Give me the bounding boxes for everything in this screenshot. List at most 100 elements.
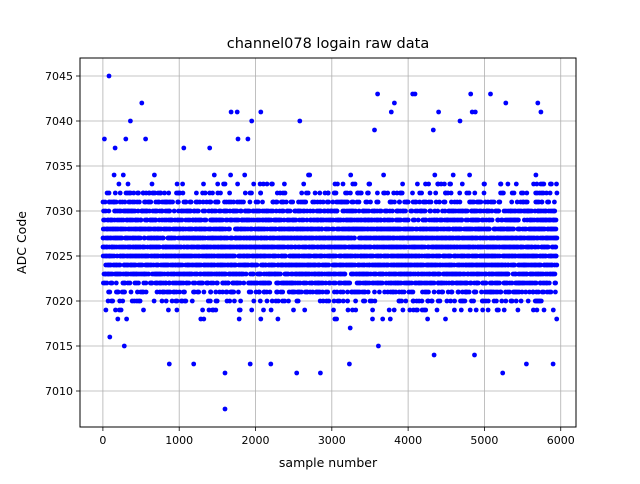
data-point bbox=[452, 298, 457, 304]
data-point bbox=[124, 316, 129, 322]
data-point bbox=[231, 289, 237, 295]
data-point bbox=[554, 262, 560, 268]
data-point bbox=[437, 199, 442, 205]
data-point bbox=[166, 190, 172, 196]
data-point bbox=[293, 217, 299, 223]
data-point bbox=[553, 289, 558, 295]
data-point bbox=[188, 208, 194, 214]
data-point bbox=[325, 190, 331, 196]
data-point bbox=[364, 199, 370, 205]
x-tick-label: 2000 bbox=[242, 434, 270, 447]
data-point bbox=[241, 199, 246, 205]
data-point bbox=[433, 190, 439, 196]
data-point bbox=[200, 307, 206, 313]
outlier-point bbox=[139, 100, 145, 106]
y-tick-label: 7030 bbox=[45, 205, 73, 218]
data-point bbox=[258, 190, 264, 196]
outlier-point bbox=[222, 370, 228, 376]
data-point bbox=[183, 298, 189, 304]
outlier-point bbox=[347, 361, 352, 367]
data-point bbox=[211, 172, 217, 178]
data-point bbox=[475, 280, 481, 286]
data-point bbox=[147, 208, 152, 214]
data-point bbox=[531, 307, 536, 313]
data-point bbox=[231, 199, 236, 205]
data-point bbox=[264, 298, 270, 304]
data-point bbox=[174, 298, 180, 304]
outlier-point bbox=[235, 136, 241, 142]
data-point bbox=[448, 190, 454, 196]
data-point bbox=[372, 298, 378, 304]
data-point bbox=[249, 307, 255, 313]
data-point bbox=[334, 316, 339, 322]
data-point bbox=[222, 181, 228, 187]
data-point bbox=[403, 244, 409, 250]
data-point bbox=[399, 190, 405, 196]
data-point bbox=[538, 298, 544, 304]
data-point bbox=[128, 289, 134, 295]
data-point bbox=[497, 253, 502, 259]
data-point bbox=[115, 316, 121, 322]
data-point bbox=[131, 190, 137, 196]
data-point bbox=[428, 208, 434, 214]
data-point bbox=[479, 289, 484, 295]
data-point bbox=[457, 199, 463, 205]
data-point bbox=[282, 190, 288, 196]
data-point bbox=[152, 172, 157, 178]
data-point bbox=[113, 199, 119, 205]
outlier-point bbox=[376, 343, 381, 349]
data-point bbox=[141, 307, 146, 313]
data-point bbox=[291, 307, 296, 313]
data-point bbox=[243, 271, 249, 277]
data-point bbox=[449, 289, 455, 295]
data-point bbox=[519, 289, 525, 295]
data-point bbox=[485, 307, 491, 313]
data-point bbox=[347, 325, 353, 331]
y-tick-label: 7010 bbox=[45, 385, 73, 398]
data-point bbox=[116, 181, 122, 187]
data-point bbox=[269, 298, 275, 304]
data-point bbox=[523, 289, 529, 295]
data-point bbox=[299, 190, 305, 196]
data-point bbox=[326, 199, 331, 205]
data-point bbox=[389, 217, 395, 223]
data-point bbox=[137, 199, 142, 205]
data-point bbox=[227, 298, 233, 304]
data-point bbox=[473, 289, 479, 295]
data-point bbox=[159, 208, 165, 214]
data-point bbox=[553, 226, 559, 232]
data-point bbox=[462, 298, 468, 304]
data-point bbox=[509, 298, 515, 304]
data-point bbox=[320, 298, 326, 304]
data-point bbox=[448, 253, 453, 259]
data-point bbox=[498, 289, 504, 295]
data-point bbox=[225, 280, 231, 286]
data-point bbox=[499, 217, 505, 223]
data-point bbox=[525, 298, 531, 304]
outlier-point bbox=[500, 370, 506, 376]
data-point bbox=[109, 280, 115, 286]
data-point bbox=[539, 199, 545, 205]
data-point bbox=[443, 316, 448, 322]
data-point bbox=[468, 280, 474, 286]
data-point bbox=[290, 199, 296, 205]
data-point bbox=[467, 172, 472, 178]
data-point bbox=[547, 190, 553, 196]
data-point bbox=[427, 190, 433, 196]
outlier-point bbox=[431, 352, 437, 358]
data-point bbox=[546, 199, 552, 205]
outlier-point bbox=[249, 118, 255, 124]
data-point bbox=[180, 181, 186, 187]
data-point bbox=[456, 289, 461, 295]
data-point bbox=[387, 316, 393, 322]
data-point bbox=[138, 217, 144, 223]
data-point bbox=[375, 199, 381, 205]
data-point bbox=[487, 226, 492, 232]
outlier-point bbox=[121, 343, 127, 349]
data-point bbox=[326, 262, 332, 268]
data-point bbox=[326, 298, 332, 304]
data-point bbox=[110, 298, 116, 304]
data-point bbox=[428, 199, 434, 205]
data-point bbox=[141, 235, 147, 241]
